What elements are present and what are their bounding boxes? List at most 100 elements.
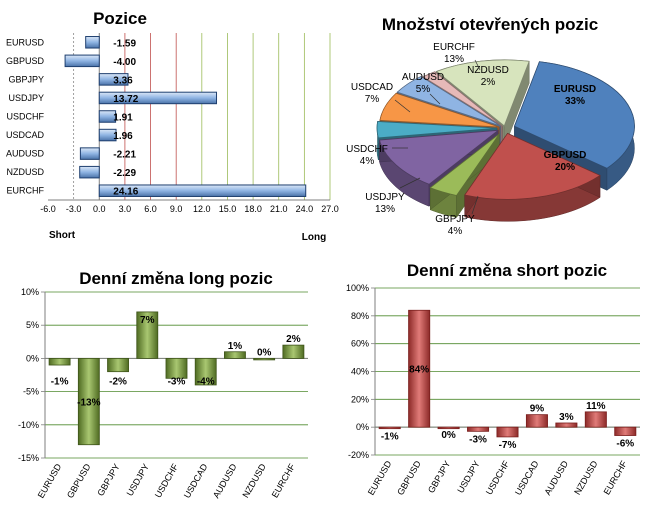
value-label: -1%: [51, 376, 69, 387]
pie-slice: [376, 121, 498, 139]
long-label: Long: [302, 232, 326, 243]
pie-slice-percent: 5%: [416, 84, 431, 95]
pie-slice-name: NZDUSD: [467, 65, 509, 76]
y-tick-label: 0%: [356, 422, 369, 432]
category-label: EURUSD: [366, 459, 394, 497]
value-label: -3%: [168, 376, 186, 387]
y-tick-label: -20%: [348, 450, 369, 460]
bar: [98, 91, 218, 105]
pie-leader-line: [399, 177, 421, 189]
short-change-chart: Denní změna short pozic 100% 80% 60% 40% 20%…: [346, 261, 640, 497]
value-label: -4.00: [113, 57, 136, 68]
category-label: AUDUSD: [211, 462, 239, 500]
category-label: GBPUSD: [65, 462, 93, 500]
value-label: 9%: [530, 404, 545, 415]
category-label: USDCAD: [6, 130, 45, 140]
value-label: -4%: [197, 376, 215, 387]
value-label: -6%: [616, 439, 634, 450]
pie-leader-line: [474, 59, 481, 71]
pie-slice: [513, 61, 635, 169]
y-tick-label: 40%: [351, 367, 369, 377]
bar: [79, 147, 100, 160]
category-label: EURUSD: [6, 37, 45, 47]
y-tick-label: 20%: [351, 394, 369, 404]
bar: [555, 422, 578, 428]
bar: [98, 110, 117, 123]
value-label: -1%: [381, 432, 399, 443]
x-tick-label: 12.0: [193, 204, 211, 214]
value-label: 1.91: [113, 113, 133, 124]
x-tick-label: 24.0: [296, 204, 314, 214]
x-tick-label: 27.0: [321, 204, 339, 214]
pie-slice-name: GBPJPY: [435, 214, 475, 225]
short-label: Short: [49, 230, 76, 241]
x-tick-label: -3.0: [66, 204, 82, 214]
value-label: -2%: [109, 376, 127, 387]
bar: [437, 426, 460, 430]
category-label: GBPJPY: [8, 74, 44, 84]
value-label: 2%: [286, 334, 301, 345]
pie-slice: [396, 75, 501, 127]
pie-slice-percent: 4%: [360, 156, 375, 167]
bar: [496, 426, 519, 438]
bar: [194, 357, 217, 386]
pie-leader-line: [429, 93, 441, 105]
positions-chart: Pozice Short Long -6.0 -3.0 0.0 3.0 6.0 9.0 12…: [6, 9, 339, 243]
x-tick-label: 18.0: [244, 204, 262, 214]
value-label: 3.36: [113, 75, 133, 86]
category-label: USDCHF: [153, 462, 181, 500]
bar: [253, 357, 276, 361]
pie-title: Množství otevřených pozic: [382, 15, 598, 34]
category-label: USDJPY: [125, 462, 151, 498]
y-tick-label: 5%: [26, 320, 39, 330]
bar: [165, 357, 188, 379]
pie-slice-percent: 2%: [481, 77, 496, 88]
value-label: -3%: [469, 434, 487, 445]
bar: [98, 73, 129, 86]
category-label: USDJPY: [455, 459, 481, 495]
category-label: EURUSD: [36, 462, 64, 500]
pie-slice-percent: 13%: [375, 204, 395, 215]
value-label: -2.29: [113, 168, 136, 179]
x-tick-label: 15.0: [219, 204, 237, 214]
bar: [98, 184, 307, 197]
bar: [107, 357, 129, 373]
y-tick-label: 10%: [21, 287, 39, 297]
value-label: 24.16: [113, 187, 138, 198]
pie-slice-percent: 4%: [448, 226, 463, 237]
category-label: EURCHF: [270, 462, 298, 500]
category-label: GBPUSD: [6, 56, 45, 66]
short-change-title: Denní změna short pozic: [407, 261, 607, 280]
category-label: USDCAD: [513, 459, 541, 497]
x-tick-label: 9.0: [170, 204, 183, 214]
bar: [282, 344, 305, 359]
value-label: 84%: [409, 365, 429, 376]
pie-slice-percent: 20%: [555, 162, 575, 173]
bar: [467, 426, 490, 432]
category-label: USDCHF: [7, 112, 45, 122]
bar: [525, 414, 548, 428]
long-change-title: Denní změna long pozic: [79, 269, 273, 288]
value-label: 0%: [441, 430, 456, 441]
y-tick-label: 100%: [346, 283, 369, 293]
long-change-chart: Denní změna long pozic 10% 5% 0% -5% -10% -15…: [18, 269, 308, 500]
positions-title: Pozice: [93, 9, 147, 28]
category-label: EURCHF: [602, 459, 630, 497]
pie-slice-name: EURUSD: [554, 84, 596, 95]
pie-slice: [378, 129, 500, 185]
value-label: 0%: [257, 347, 272, 358]
category-label: NZDUSD: [572, 459, 600, 497]
bar: [79, 165, 100, 179]
value-label: -13%: [77, 398, 100, 409]
bar: [614, 426, 637, 436]
y-tick-label: -15%: [18, 453, 39, 463]
value-label: 11%: [586, 401, 606, 412]
pie-slice-percent: 13%: [444, 54, 464, 65]
value-label: 3%: [559, 412, 574, 423]
pie-leader-line: [471, 195, 479, 215]
x-tick-label: 6.0: [144, 204, 157, 214]
category-label: GBPJPY: [426, 459, 452, 495]
bar: [378, 426, 401, 430]
x-tick-label: -6.0: [40, 204, 56, 214]
